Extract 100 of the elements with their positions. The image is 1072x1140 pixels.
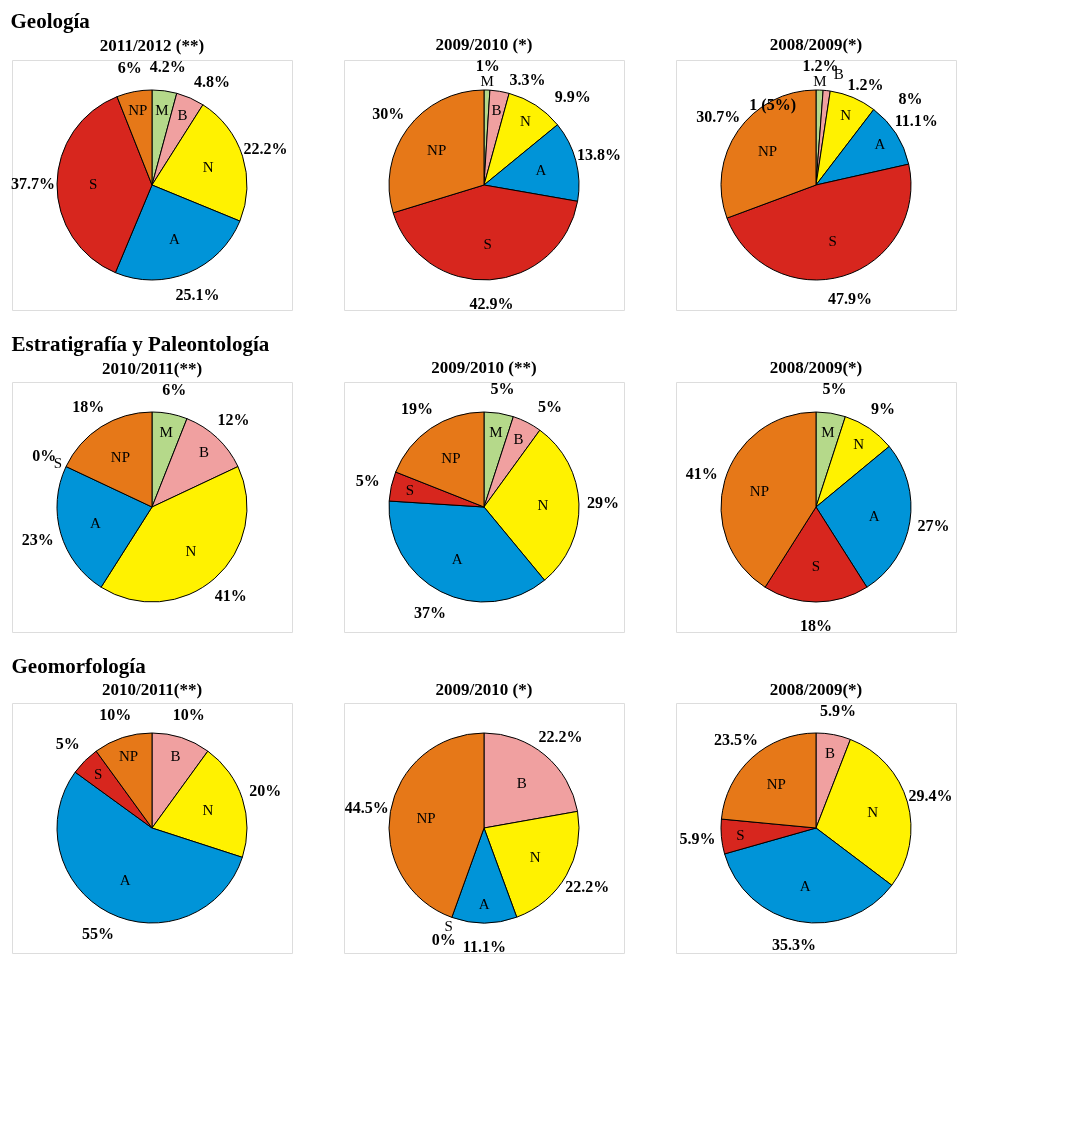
- data-label: 41%: [214, 587, 247, 605]
- slice-label: N: [202, 801, 214, 818]
- data-label: 8%: [898, 90, 923, 108]
- slice-label: B: [177, 107, 188, 124]
- chart-title: Estratigrafía y Paleontología: [11, 331, 270, 356]
- data-label: 5%: [55, 734, 80, 752]
- slice-label: A: [874, 136, 886, 153]
- slice-label: NP: [749, 482, 770, 499]
- slice-label: A: [535, 162, 547, 179]
- chart-subtitle: 2008/2009(*): [769, 35, 863, 55]
- slice-label: S: [811, 557, 821, 574]
- chart-title: Geomorfología: [11, 653, 147, 678]
- slice-label: M: [821, 423, 835, 440]
- data-label: 3.3%: [509, 70, 546, 88]
- data-label: 12%: [217, 411, 250, 429]
- data-label: 22.2%: [565, 878, 610, 896]
- data-label: 18%: [72, 397, 105, 415]
- data-label: 5%: [822, 380, 847, 398]
- slice-label: B: [825, 745, 836, 762]
- slice-label: N: [185, 543, 197, 560]
- data-label: 27%: [917, 516, 950, 534]
- data-label: 37%: [413, 604, 446, 622]
- data-label: 11.1%: [462, 938, 506, 955]
- slice-label: N: [853, 436, 865, 453]
- data-label: 23%: [21, 531, 54, 549]
- slice-label: M: [159, 424, 173, 441]
- data-label: 47.9%: [827, 290, 872, 308]
- slice-label: NP: [416, 809, 436, 826]
- slice-label: NP: [427, 141, 447, 158]
- slice-label: A: [868, 508, 880, 525]
- slice-label: M: [155, 101, 169, 118]
- data-label: 6%: [162, 381, 187, 399]
- slice-label: B: [170, 747, 181, 764]
- slice-label: S: [736, 826, 745, 843]
- slice-label: B: [516, 774, 527, 791]
- slice-label: NP: [758, 143, 778, 160]
- data-label: 10%: [172, 705, 205, 723]
- chart-subtitle: 2009/2010 (*): [435, 35, 533, 55]
- data-label: 20%: [249, 782, 282, 800]
- slice-label: S: [405, 482, 414, 499]
- slice-label: N: [537, 497, 549, 514]
- data-label: 9.9%: [554, 88, 591, 106]
- data-label: 5.9%: [679, 829, 716, 847]
- slice-label: A: [169, 231, 181, 248]
- slice-label: A: [799, 877, 811, 894]
- slice-label: NP: [118, 747, 139, 764]
- data-label: 10%: [99, 705, 132, 723]
- chart-subtitle: 2008/2009(*): [769, 358, 863, 378]
- data-label: 1.2%: [847, 75, 884, 93]
- slice-label: N: [202, 159, 214, 176]
- slice-label: B: [199, 443, 210, 460]
- slice-label: N: [840, 107, 852, 124]
- text: 1 (5%): [749, 96, 796, 114]
- data-label: 11.1%: [894, 111, 938, 129]
- slice-label: B: [491, 102, 502, 119]
- slice-label: B: [513, 431, 524, 448]
- data-label: 42.9%: [469, 294, 514, 312]
- data-label: 19%: [401, 399, 434, 417]
- data-label: 44.5%: [344, 798, 389, 816]
- data-label: 30%: [372, 105, 405, 123]
- data-label: 37.7%: [11, 174, 56, 192]
- data-label: 23.5%: [713, 730, 758, 748]
- data-label: 9%: [870, 399, 895, 417]
- slice-label: NP: [110, 449, 131, 466]
- slice-label: M: [489, 423, 503, 440]
- chart-title: Geología: [10, 8, 91, 33]
- data-label: 41%: [685, 464, 718, 482]
- slice-label: A: [478, 896, 490, 912]
- slice-label: N: [519, 113, 531, 130]
- data-label: 5%: [490, 380, 515, 398]
- slice-label: S: [94, 766, 103, 783]
- data-label: 5%: [355, 472, 380, 490]
- chart-subtitle: 2009/2010 (**): [431, 358, 537, 378]
- slice-label: NP: [766, 776, 786, 793]
- slice-label: A: [90, 515, 102, 532]
- data-label: 5.9%: [819, 702, 856, 720]
- slice-label: NP: [128, 102, 148, 119]
- data-label: 1%: [475, 57, 500, 75]
- data-label: 35.3%: [772, 935, 817, 953]
- slice-label: M: [480, 73, 494, 90]
- slice-label: N: [529, 849, 541, 866]
- data-label: 30.7%: [696, 108, 741, 126]
- slice-label: A: [119, 872, 131, 889]
- data-label: 25.1%: [175, 285, 220, 303]
- slice-label: A: [451, 551, 463, 568]
- data-label: 4.8%: [193, 73, 230, 91]
- slice-label: NP: [441, 450, 461, 467]
- chart-subtitle: 2009/2010 (*): [435, 680, 533, 699]
- data-label: 55%: [81, 925, 114, 943]
- data-label: 13.8%: [577, 145, 622, 163]
- data-label: 6%: [117, 59, 142, 77]
- chart-subtitle: 2011/2012 (**): [99, 36, 205, 56]
- data-label: 5%: [538, 397, 563, 415]
- slice-label: S: [828, 233, 837, 250]
- chart-subtitle: 2010/2011(**): [101, 359, 203, 378]
- slice-label: M: [813, 73, 827, 90]
- chart-subtitle: 2010/2011(**): [101, 680, 203, 699]
- data-label: 18%: [800, 617, 832, 634]
- data-label: 29%: [586, 494, 619, 512]
- data-label: 4.2%: [149, 58, 186, 76]
